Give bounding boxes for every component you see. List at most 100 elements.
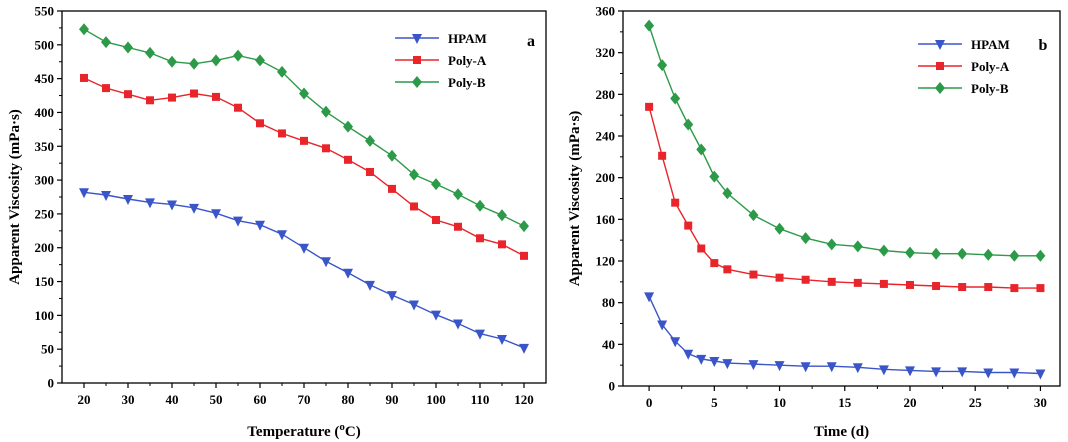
data-point-poly-a — [256, 119, 264, 127]
panel-letter: a — [527, 33, 535, 50]
data-point-poly-b — [79, 23, 89, 35]
legend-label: HPAM — [971, 37, 1010, 52]
data-point-poly-b — [167, 56, 177, 68]
series-poly-b: Poly-B — [644, 20, 1045, 262]
y-tick-label: 160 — [596, 212, 616, 227]
legend-label: Poly-A — [448, 53, 487, 68]
data-point-poly-a — [344, 156, 352, 164]
y-axis-title: Apparent Viscosity (mPa·s) — [567, 111, 583, 287]
data-point-poly-a — [278, 129, 286, 137]
data-point-poly-a — [476, 234, 484, 242]
data-point-hpam — [983, 368, 993, 378]
y-tick-label: 500 — [35, 37, 55, 52]
data-point-poly-a — [645, 103, 653, 111]
data-point-poly-b — [905, 247, 915, 259]
data-point-poly-a — [498, 240, 506, 248]
data-point-poly-b — [387, 150, 397, 162]
data-point-poly-a — [388, 185, 396, 193]
data-point-poly-a — [710, 259, 718, 267]
data-point-hpam — [931, 367, 941, 377]
chart-panel-b: 0 40 80 120 160 200 240 280 320 360 0 5 10 15 20 25 30 Ti… — [567, 4, 1060, 441]
data-point-poly-b — [431, 178, 441, 190]
y-tick-label: 550 — [35, 4, 55, 19]
x-tick-label: 70 — [298, 392, 311, 407]
data-point-hpam — [722, 359, 732, 369]
data-point-hpam — [879, 365, 889, 375]
legend-marker — [936, 62, 944, 70]
data-point-hpam — [321, 257, 331, 267]
x-tick-label: 20 — [78, 392, 91, 407]
x-tick-label: 110 — [471, 392, 490, 407]
y-tick-label: 320 — [596, 45, 616, 60]
y-tick-label: 200 — [596, 170, 616, 185]
data-point-poly-a — [776, 274, 784, 282]
y-tick-label: 450 — [35, 71, 55, 86]
x-tick-label: 100 — [426, 392, 446, 407]
data-point-poly-b — [827, 238, 837, 250]
data-point-poly-a — [854, 279, 862, 287]
y-tick-label: 80 — [602, 295, 615, 310]
y-tick-label: 280 — [596, 87, 616, 102]
legend-label: Poly-B — [971, 81, 1009, 96]
data-point-poly-b — [189, 58, 199, 70]
data-point-poly-a — [146, 96, 154, 104]
data-point-poly-b — [879, 245, 889, 257]
data-point-poly-a — [234, 104, 242, 112]
x-tick-label: 40 — [166, 392, 179, 407]
data-point-poly-a — [723, 265, 731, 273]
y-tick-label: 400 — [35, 105, 55, 120]
chart-panel-a: 0 50 100 150 200 250 300 350 400 450 500 550 20 30 40 5… — [7, 4, 546, 441]
data-point-poly-a — [410, 202, 418, 210]
data-point-poly-a — [168, 94, 176, 102]
data-point-hpam — [299, 244, 309, 254]
data-point-hpam — [277, 230, 287, 240]
y-tick-label: 100 — [35, 308, 55, 323]
data-point-poly-b — [343, 121, 353, 133]
data-point-poly-b — [1035, 250, 1045, 262]
data-point-hpam — [905, 366, 915, 376]
data-point-poly-a — [880, 280, 888, 288]
x-tick-label: 60 — [254, 392, 267, 407]
y-axis-title: Apparent Viscosity (mPa·s) — [7, 109, 23, 285]
legend-marker — [935, 40, 945, 50]
x-tick-label: 90 — [386, 392, 399, 407]
data-point-poly-b — [123, 42, 133, 54]
legend-label: Poly-B — [448, 75, 486, 90]
data-point-poly-b — [365, 135, 375, 147]
data-point-poly-b — [801, 232, 811, 244]
x-tick-label: 120 — [514, 392, 534, 407]
data-point-poly-a — [697, 245, 705, 253]
x-tick-label: 80 — [342, 392, 355, 407]
data-point-poly-a — [212, 93, 220, 101]
x-tick-label: 0 — [646, 395, 653, 410]
y-tick-label: 0 — [609, 379, 616, 394]
x-tick-label: 10 — [773, 395, 786, 410]
data-point-poly-a — [454, 223, 462, 231]
data-point-poly-a — [1036, 284, 1044, 292]
x-tick-label: 15 — [838, 395, 852, 410]
data-point-poly-a — [432, 216, 440, 224]
legend-label: Poly-A — [971, 59, 1010, 74]
x-tick-label: 30 — [122, 392, 135, 407]
data-point-poly-b — [453, 188, 463, 200]
data-point-hpam — [748, 360, 758, 370]
data-point-hpam — [644, 292, 654, 302]
x-axis-title: Temperature (oC) — [247, 421, 360, 440]
data-point-poly-b — [1009, 250, 1019, 262]
data-point-poly-a — [984, 283, 992, 291]
data-point-poly-a — [80, 74, 88, 82]
data-point-poly-a — [749, 271, 757, 279]
data-point-poly-a — [958, 283, 966, 291]
y-tick-label: 350 — [35, 139, 55, 154]
data-point-poly-b — [475, 200, 485, 212]
data-point-poly-a — [828, 278, 836, 286]
data-point-poly-b — [957, 248, 967, 260]
x-tick-label: 30 — [1034, 395, 1047, 410]
data-point-hpam — [801, 362, 811, 372]
data-point-poly-b — [983, 249, 993, 261]
data-point-poly-a — [1010, 284, 1018, 292]
y-tick-label: 240 — [596, 129, 616, 144]
data-point-poly-a — [932, 282, 940, 290]
legend-marker — [935, 82, 945, 94]
